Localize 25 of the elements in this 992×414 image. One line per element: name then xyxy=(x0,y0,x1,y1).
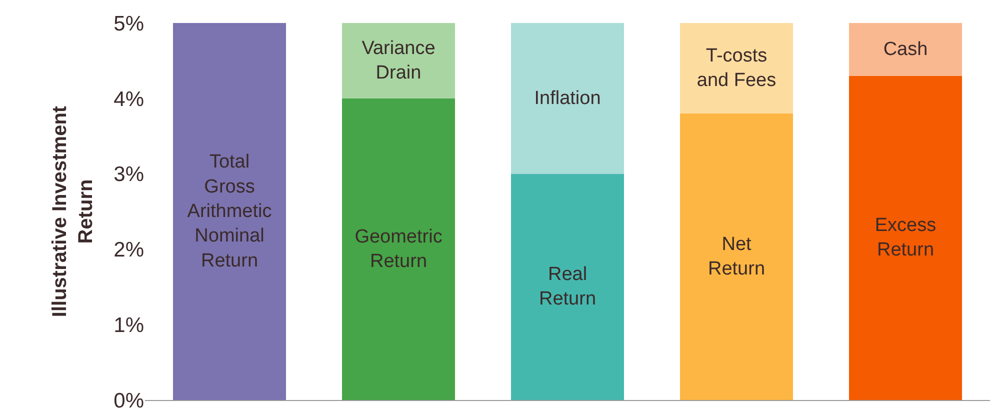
data-label: T-costs and Fees xyxy=(696,45,776,92)
y-tick-label: 3% xyxy=(114,163,144,186)
y-tick-label: 2% xyxy=(114,238,144,262)
bar xyxy=(680,113,794,400)
y-tick-label: 4% xyxy=(114,88,144,111)
data-label: Total Gross Arithmetic Nominal Return xyxy=(187,152,272,272)
bar xyxy=(172,23,286,400)
data-label: Cash xyxy=(883,38,928,60)
data-label: Variance Drain xyxy=(362,38,436,84)
data-label: Excess Return xyxy=(874,215,936,261)
bar xyxy=(510,23,624,174)
bar xyxy=(342,98,456,400)
y-tick-label: 1% xyxy=(114,314,144,337)
bar xyxy=(342,23,456,98)
y-tick-label: 5% xyxy=(114,12,144,36)
data-label: Net Return xyxy=(708,234,766,280)
data-label: Real Return xyxy=(538,264,596,310)
bar xyxy=(510,174,624,400)
bar xyxy=(680,23,794,114)
data-label: Geometric Return xyxy=(354,226,442,272)
y-tick-label: 0% xyxy=(114,389,144,412)
bar xyxy=(848,23,962,76)
y-axis-title: Illustrative Investment Return xyxy=(49,106,98,318)
bar xyxy=(848,76,962,400)
data-label: Inflation xyxy=(534,88,601,109)
